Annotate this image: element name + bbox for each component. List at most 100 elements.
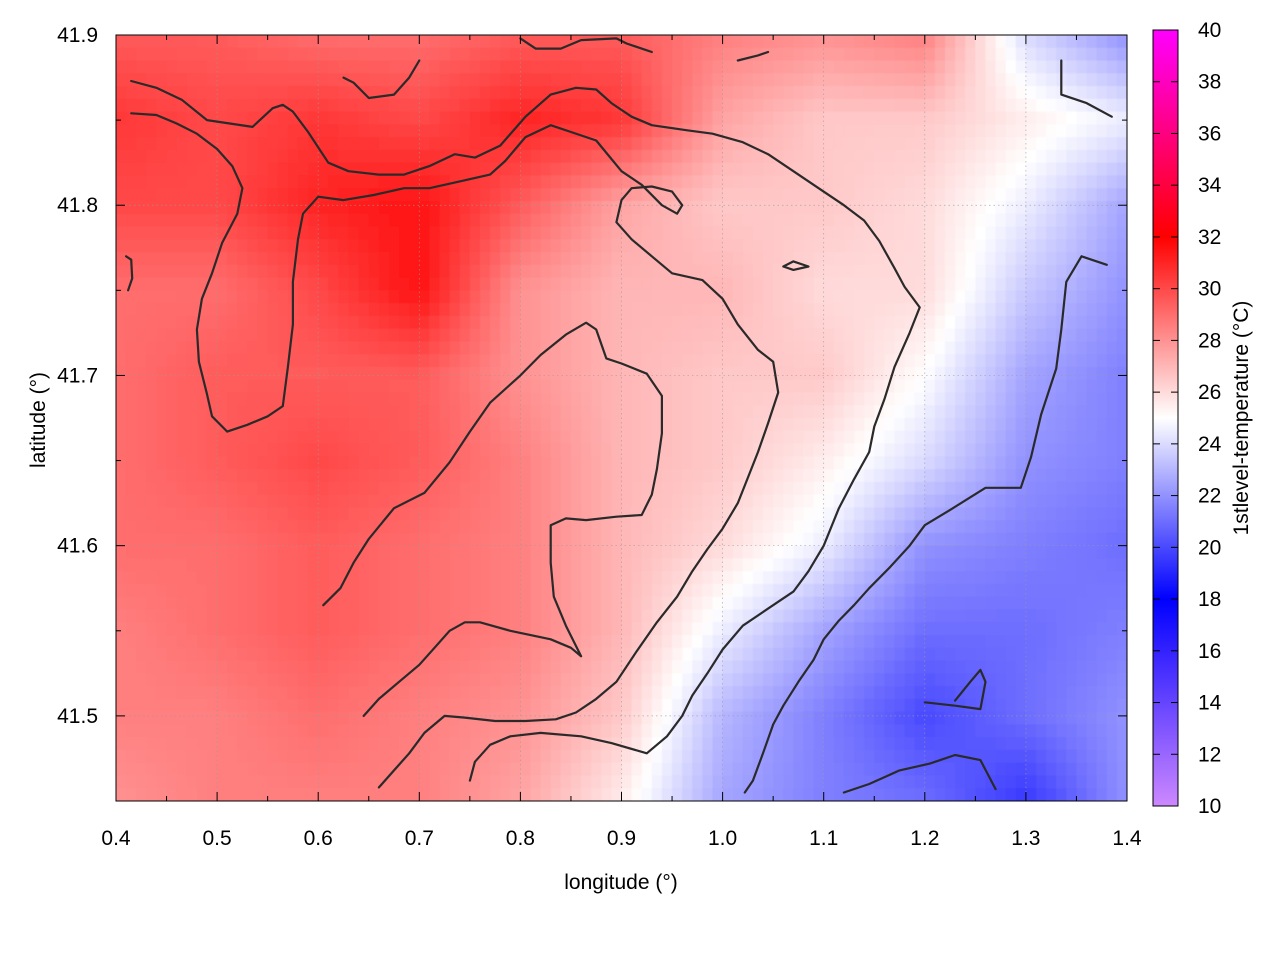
heatmap-cell: [874, 47, 885, 62]
heatmap-cell: [1036, 418, 1047, 432]
heatmap-cell: [479, 111, 491, 125]
heatmap-cell: [742, 456, 754, 470]
heatmap-cell: [945, 596, 956, 611]
heatmap-cell: [914, 660, 926, 674]
heatmap-cell: [843, 545, 855, 560]
heatmap-cell: [348, 137, 360, 151]
heatmap-cell: [287, 392, 299, 406]
heatmap-cell: [692, 481, 703, 496]
heatmap-cell: [1086, 277, 1098, 291]
heatmap-cell: [530, 430, 542, 445]
heatmap-cell: [247, 571, 259, 585]
heatmap-cell: [560, 443, 572, 457]
heatmap-cell: [783, 252, 794, 266]
heatmap-cell: [803, 162, 815, 177]
heatmap-cell: [500, 443, 511, 457]
heatmap-cell: [874, 98, 885, 113]
heatmap-cell: [793, 175, 805, 189]
heatmap-cell: [783, 532, 794, 547]
heatmap-cell: [328, 430, 340, 445]
heatmap-cell: [409, 583, 420, 598]
heatmap-cell: [257, 354, 269, 368]
heatmap-cell: [297, 507, 309, 521]
heatmap-cell: [1106, 277, 1118, 291]
heatmap-cell: [1116, 494, 1127, 508]
heatmap-cell: [318, 494, 329, 508]
heatmap-cell: [540, 469, 552, 483]
heatmap-cell: [783, 60, 794, 74]
heatmap-cell: [348, 328, 360, 342]
heatmap-cell: [854, 162, 865, 177]
heatmap-cell: [641, 328, 653, 342]
heatmap-cell: [591, 609, 602, 623]
heatmap-cell: [1066, 35, 1078, 49]
heatmap-cell: [742, 73, 754, 87]
heatmap-cell: [1005, 430, 1017, 445]
heatmap-cell: [479, 481, 491, 496]
heatmap-cell: [581, 98, 592, 113]
heatmap-cell: [1036, 73, 1047, 87]
heatmap-cell: [1106, 200, 1118, 215]
heatmap-cell: [449, 111, 461, 125]
heatmap-cell: [985, 430, 997, 445]
heatmap-cell: [338, 213, 350, 228]
heatmap-cell: [257, 303, 269, 317]
heatmap-cell: [287, 354, 299, 368]
heatmap-cell: [277, 226, 289, 240]
heatmap-cell: [116, 73, 127, 87]
heatmap-cell: [176, 418, 188, 432]
heatmap-cell: [752, 124, 764, 138]
heatmap-cell: [429, 111, 441, 125]
heatmap-cell: [469, 558, 481, 572]
heatmap-cell: [1005, 596, 1017, 611]
heatmap-cell: [833, 354, 845, 368]
heatmap-cell: [722, 124, 734, 138]
heatmap-cell: [388, 507, 400, 521]
heatmap-cell: [267, 379, 279, 394]
heatmap-cell: [217, 111, 228, 125]
heatmap-cell: [267, 213, 279, 228]
heatmap-cell: [874, 303, 885, 317]
heatmap-cell: [995, 545, 1007, 560]
heatmap-cell: [712, 47, 724, 62]
heatmap-cell: [126, 226, 137, 240]
heatmap-cell: [793, 290, 805, 304]
heatmap-cell: [237, 379, 249, 394]
heatmap-cell: [631, 622, 643, 636]
heatmap-cell: [277, 239, 289, 253]
heatmap-cell: [318, 124, 329, 138]
heatmap-cell: [206, 494, 218, 508]
heatmap-cell: [490, 175, 501, 189]
heatmap-cell: [186, 583, 198, 598]
heatmap-cell: [409, 35, 420, 49]
heatmap-cell: [914, 328, 926, 342]
heatmap-cell: [348, 456, 360, 470]
heatmap-cell: [965, 200, 976, 215]
heatmap-cell: [176, 264, 188, 279]
heatmap-cell: [661, 175, 673, 189]
heatmap-cell: [308, 188, 319, 202]
heatmap-cell: [267, 303, 279, 317]
heatmap-cell: [550, 405, 562, 419]
heatmap-cell: [156, 73, 168, 87]
heatmap-cell: [136, 137, 147, 151]
heatmap-cell: [1036, 354, 1047, 368]
heatmap-cell: [560, 520, 572, 534]
heatmap-cell: [651, 507, 663, 521]
heatmap-cell: [550, 494, 562, 508]
heatmap-cell: [864, 188, 875, 202]
heatmap-cell: [894, 366, 906, 381]
heatmap-cell: [712, 660, 724, 674]
heatmap-cell: [702, 86, 714, 100]
heatmap-cell: [985, 558, 997, 572]
heatmap-cell: [247, 226, 259, 240]
heatmap-cell: [611, 73, 623, 87]
heatmap-cell: [985, 47, 997, 62]
heatmap-cell: [651, 354, 663, 368]
heatmap-cell: [206, 609, 218, 623]
heatmap-cell: [378, 200, 390, 215]
heatmap-cell: [985, 660, 997, 674]
heatmap-cell: [995, 443, 1007, 457]
heatmap-cell: [1015, 124, 1027, 138]
